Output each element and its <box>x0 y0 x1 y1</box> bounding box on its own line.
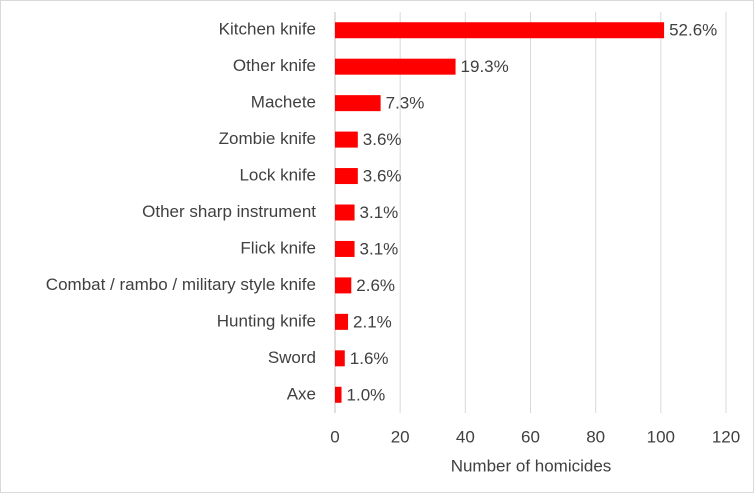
data-label: 52.6% <box>669 21 717 40</box>
data-label: 3.6% <box>363 130 402 149</box>
data-label: 2.6% <box>356 276 395 295</box>
x-tick-label: 0 <box>330 427 339 446</box>
bar <box>335 386 342 403</box>
x-tick-label: 120 <box>712 427 740 446</box>
data-label: 2.1% <box>353 312 392 331</box>
y-tick-label: Kitchen knife <box>219 20 316 39</box>
y-tick-label: Machete <box>251 93 316 112</box>
bar <box>335 131 358 148</box>
y-tick-label: Other sharp instrument <box>142 202 316 221</box>
bar <box>335 277 352 294</box>
x-tick-label: 60 <box>521 427 540 446</box>
y-tick-label: Zombie knife <box>219 129 316 148</box>
data-label: 3.1% <box>360 203 399 222</box>
bar <box>335 204 355 221</box>
data-label: 19.3% <box>461 57 509 76</box>
x-tick-label: 40 <box>456 427 475 446</box>
x-tick-label: 20 <box>391 427 410 446</box>
y-tick-label: Axe <box>287 384 316 403</box>
data-label: 7.3% <box>386 94 425 113</box>
bar <box>335 58 456 75</box>
bar <box>335 313 349 330</box>
data-label: 3.6% <box>363 167 402 186</box>
y-tick-label: Combat / rambo / military style knife <box>46 275 316 294</box>
x-tick-label: 100 <box>647 427 675 446</box>
x-axis-label: Number of homicides <box>451 456 612 475</box>
bar <box>335 95 381 112</box>
bar <box>335 240 355 257</box>
x-tick-label: 80 <box>586 427 605 446</box>
y-tick-label: Sword <box>268 348 316 367</box>
y-tick-label: Lock knife <box>239 166 316 185</box>
data-label: 1.0% <box>347 385 386 404</box>
y-tick-label: Hunting knife <box>217 311 316 330</box>
bar <box>335 350 345 367</box>
data-label: 1.6% <box>350 349 389 368</box>
y-tick-label: Flick knife <box>240 238 316 257</box>
data-label: 3.1% <box>360 239 399 258</box>
y-tick-label: Other knife <box>233 56 316 75</box>
bar <box>335 168 358 185</box>
bar <box>335 22 665 39</box>
